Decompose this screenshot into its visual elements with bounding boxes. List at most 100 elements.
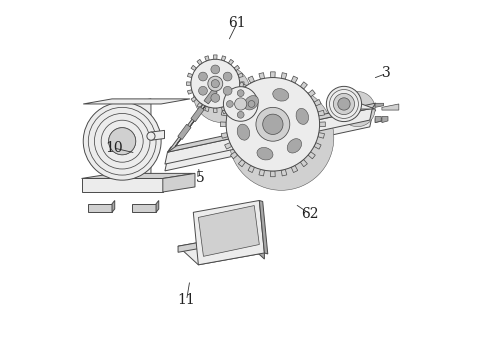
Polygon shape: [382, 104, 399, 110]
Polygon shape: [214, 108, 217, 113]
Circle shape: [211, 65, 220, 74]
Polygon shape: [271, 72, 275, 78]
Polygon shape: [300, 159, 307, 167]
Circle shape: [211, 80, 219, 88]
Polygon shape: [197, 102, 202, 108]
Polygon shape: [248, 76, 254, 83]
Circle shape: [198, 72, 207, 81]
Circle shape: [263, 114, 283, 134]
Polygon shape: [205, 106, 209, 112]
Polygon shape: [191, 97, 196, 102]
Polygon shape: [308, 152, 315, 159]
Polygon shape: [314, 99, 321, 106]
Circle shape: [223, 72, 232, 81]
Polygon shape: [239, 159, 245, 167]
Polygon shape: [271, 171, 275, 177]
Polygon shape: [83, 99, 190, 104]
Polygon shape: [375, 103, 383, 107]
Polygon shape: [221, 56, 226, 61]
Polygon shape: [167, 103, 376, 152]
Polygon shape: [238, 73, 243, 78]
Polygon shape: [178, 234, 264, 265]
Polygon shape: [132, 204, 156, 212]
Polygon shape: [82, 178, 163, 192]
Polygon shape: [221, 106, 226, 112]
Polygon shape: [244, 234, 264, 259]
Polygon shape: [187, 90, 193, 94]
Polygon shape: [227, 117, 231, 120]
Polygon shape: [382, 117, 388, 123]
Polygon shape: [318, 110, 325, 116]
Circle shape: [191, 59, 239, 108]
Polygon shape: [82, 173, 195, 178]
Polygon shape: [225, 143, 232, 149]
Polygon shape: [239, 82, 245, 89]
Polygon shape: [214, 55, 217, 59]
Circle shape: [256, 107, 290, 141]
Polygon shape: [221, 110, 228, 116]
Text: 61: 61: [228, 16, 246, 30]
Polygon shape: [204, 89, 217, 104]
Polygon shape: [243, 85, 247, 87]
Ellipse shape: [338, 98, 350, 110]
Circle shape: [237, 112, 244, 118]
Polygon shape: [178, 124, 191, 139]
Ellipse shape: [237, 124, 250, 140]
Polygon shape: [191, 65, 196, 71]
Circle shape: [226, 78, 320, 171]
Polygon shape: [167, 110, 376, 159]
Text: 62: 62: [301, 207, 319, 221]
Polygon shape: [178, 234, 244, 252]
Polygon shape: [222, 110, 226, 114]
Ellipse shape: [229, 85, 334, 190]
Polygon shape: [156, 201, 159, 212]
Polygon shape: [88, 204, 112, 212]
Polygon shape: [227, 88, 231, 91]
Polygon shape: [230, 90, 238, 97]
Circle shape: [211, 94, 220, 102]
Polygon shape: [230, 152, 238, 159]
Polygon shape: [225, 99, 232, 106]
Polygon shape: [243, 120, 247, 123]
Polygon shape: [239, 82, 244, 85]
Polygon shape: [167, 76, 228, 153]
Polygon shape: [220, 122, 226, 126]
Circle shape: [198, 86, 207, 95]
Polygon shape: [260, 201, 268, 254]
Polygon shape: [112, 201, 115, 212]
Polygon shape: [198, 206, 260, 256]
Polygon shape: [250, 88, 254, 91]
Ellipse shape: [257, 148, 273, 160]
Polygon shape: [235, 85, 239, 87]
Polygon shape: [193, 201, 264, 265]
Text: 10: 10: [105, 141, 122, 155]
Polygon shape: [234, 97, 239, 102]
Polygon shape: [375, 117, 381, 123]
Ellipse shape: [340, 91, 375, 127]
Polygon shape: [375, 119, 383, 123]
Polygon shape: [291, 76, 298, 83]
Polygon shape: [163, 173, 195, 192]
Polygon shape: [319, 122, 326, 126]
Polygon shape: [235, 120, 239, 123]
Circle shape: [223, 87, 258, 121]
Polygon shape: [205, 56, 209, 61]
Ellipse shape: [109, 128, 136, 155]
Polygon shape: [165, 108, 372, 164]
Polygon shape: [281, 73, 287, 79]
Polygon shape: [256, 94, 259, 98]
Ellipse shape: [273, 89, 289, 101]
Ellipse shape: [326, 86, 361, 122]
Ellipse shape: [244, 96, 259, 110]
Polygon shape: [165, 115, 372, 171]
Polygon shape: [191, 106, 204, 122]
Ellipse shape: [193, 65, 251, 123]
Polygon shape: [291, 166, 298, 172]
Polygon shape: [281, 169, 287, 176]
Polygon shape: [318, 133, 325, 138]
Text: 3: 3: [382, 67, 391, 81]
Polygon shape: [256, 110, 259, 114]
Polygon shape: [314, 143, 321, 149]
Circle shape: [237, 90, 244, 97]
Circle shape: [248, 101, 255, 107]
